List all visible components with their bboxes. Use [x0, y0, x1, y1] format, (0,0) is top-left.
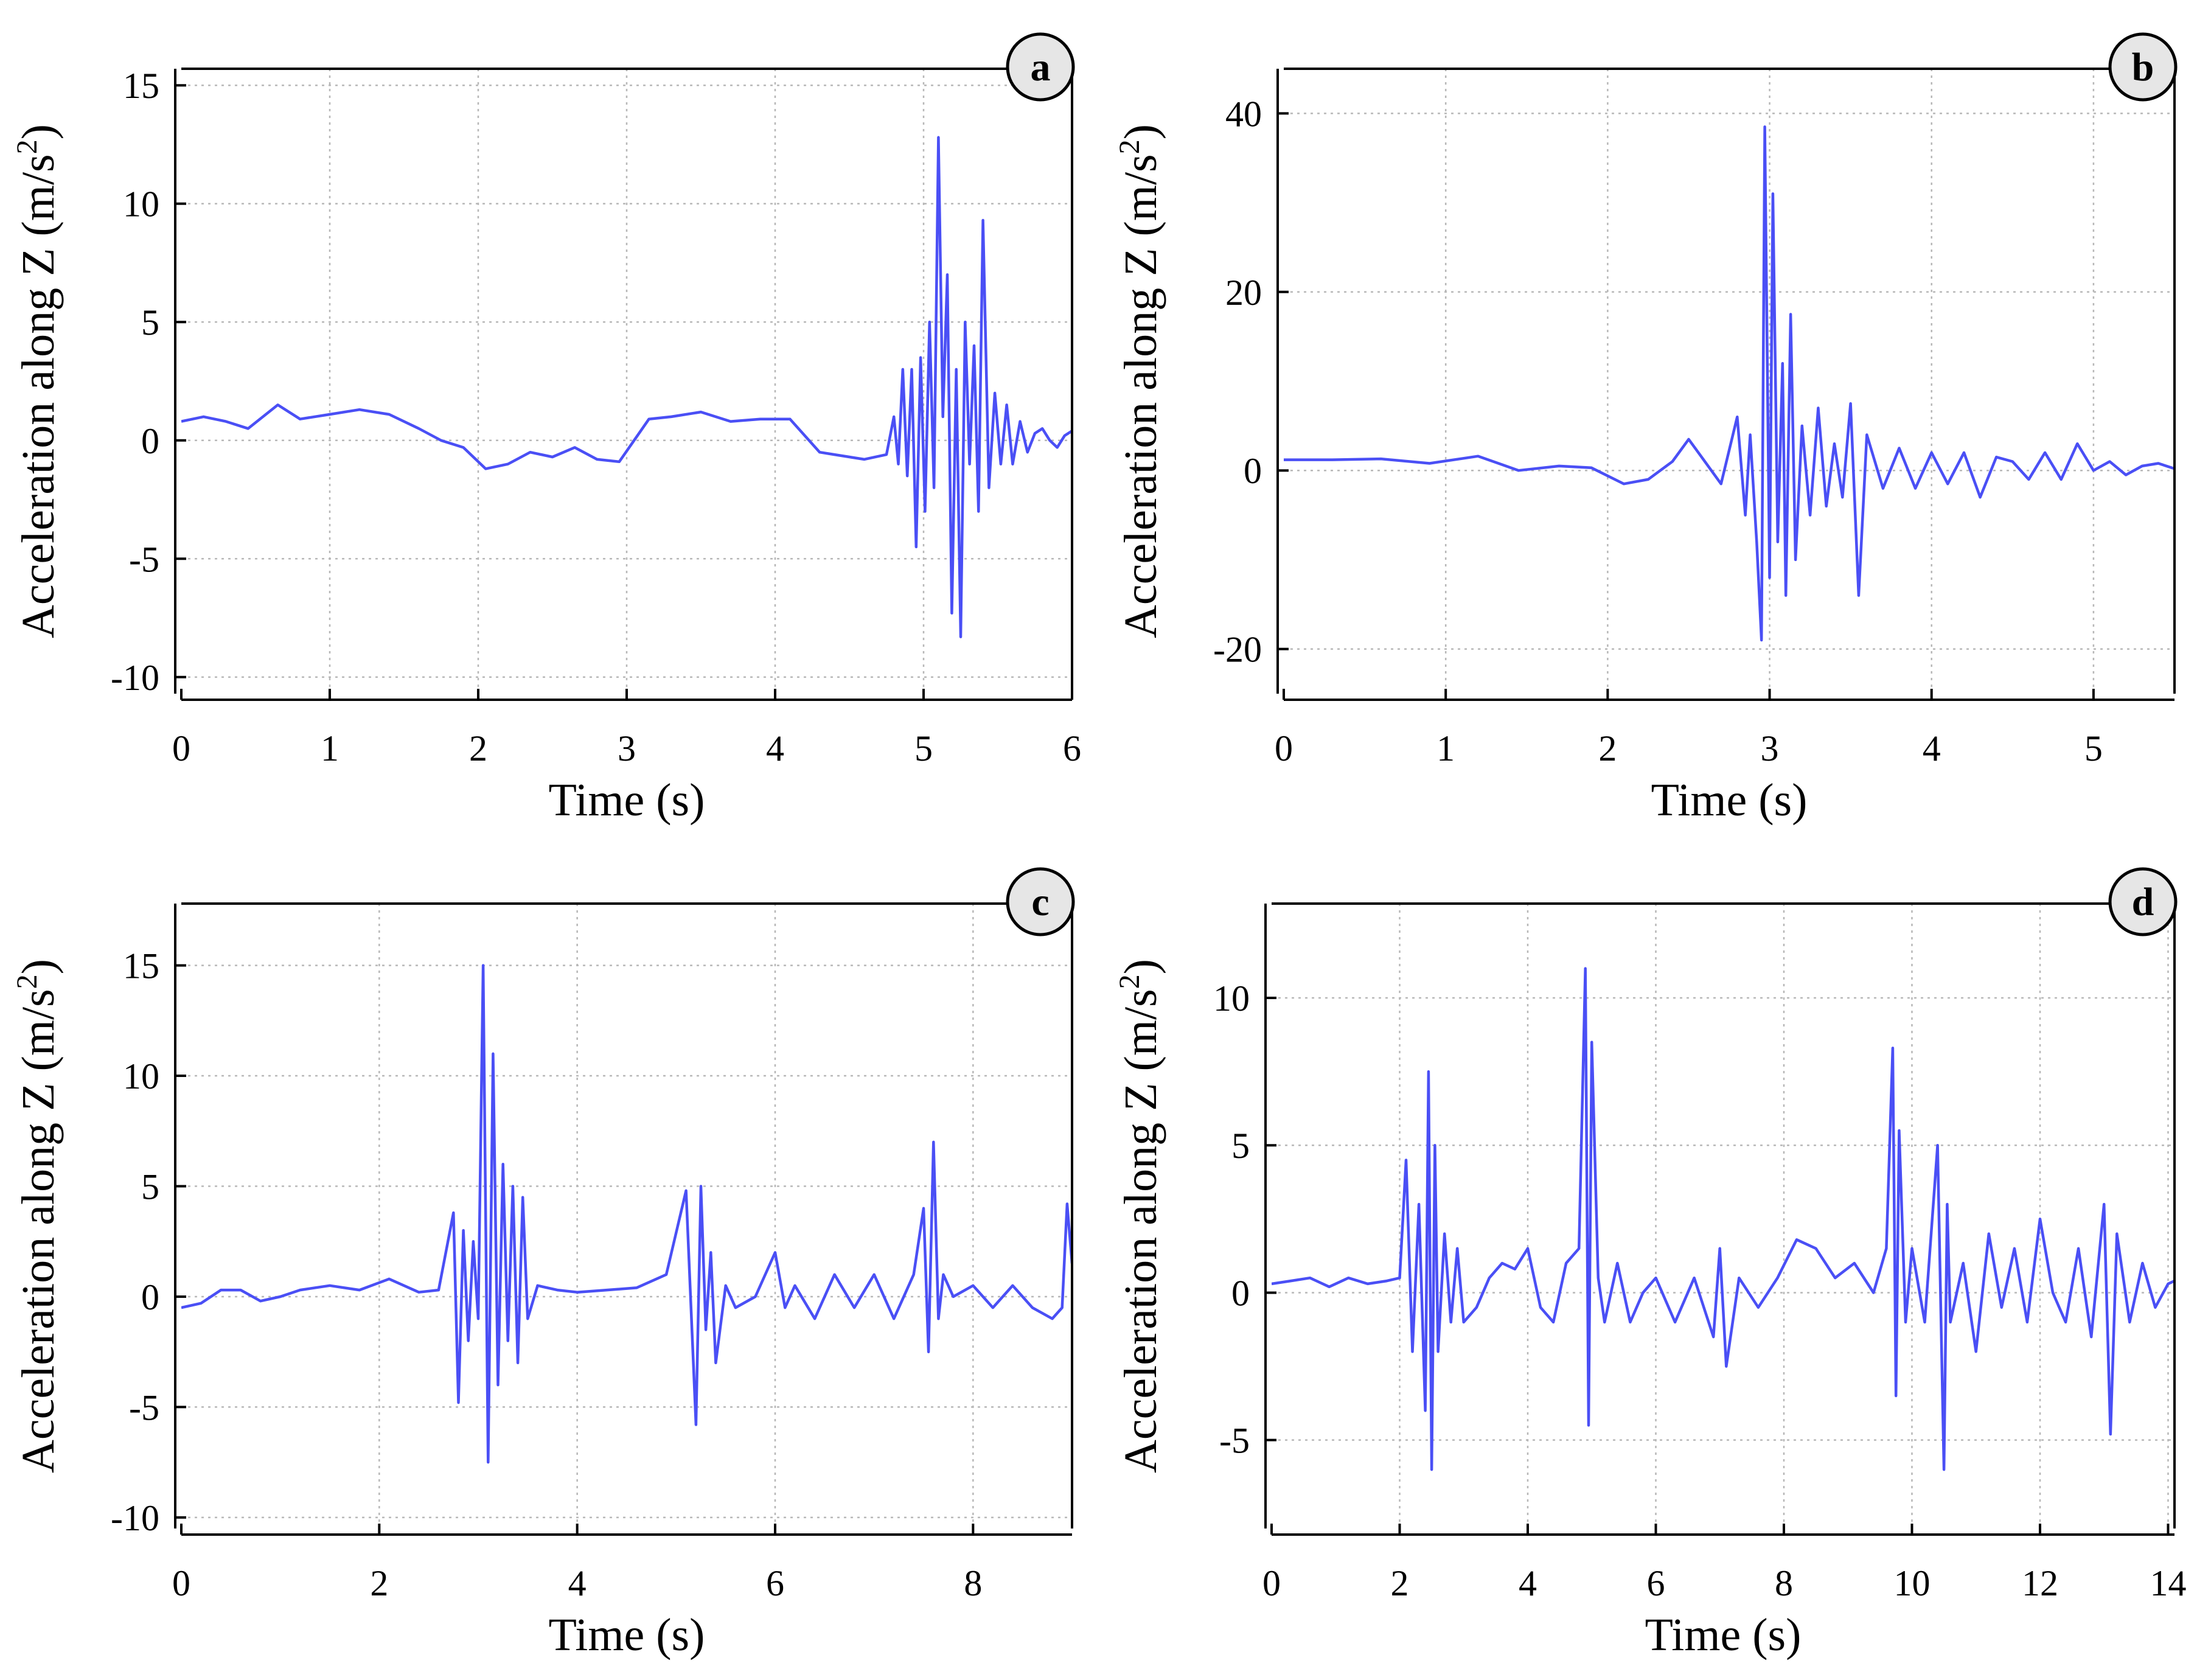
y-tick-label: -10: [111, 658, 159, 698]
series-line-acceleration: [181, 136, 1072, 638]
x-tick-label: 4: [766, 728, 784, 769]
x-tick-label: 6: [1646, 1563, 1665, 1603]
y-tick-label: 15: [123, 66, 159, 106]
y-tick-label: 5: [141, 302, 159, 343]
panel-badge-label: c: [1031, 880, 1049, 924]
x-tick-label: 3: [618, 728, 636, 769]
panel-badge: [1006, 867, 1075, 936]
x-axis-label: Time (s): [549, 1609, 705, 1661]
chart-panel-c: 0 2 4 6 8 -10 -5 0 5 10 15 Time (s) Acceleration alo…: [11, 867, 1075, 1661]
y-tick-label: 40: [1225, 94, 1262, 134]
panel-badge-label: a: [1031, 45, 1051, 89]
panel-badge-label: d: [2132, 880, 2154, 924]
x-axis-label: Time (s): [549, 775, 705, 826]
x-tick-label: 5: [2084, 728, 2103, 769]
y-axis-label-sup: 2: [1113, 974, 1146, 989]
series-line-acceleration: [1284, 125, 2174, 642]
x-tick-label: 6: [1063, 728, 1081, 769]
plot-area: [181, 69, 1072, 694]
y-tick-label: -5: [1219, 1421, 1250, 1461]
series-line-acceleration: [1272, 967, 2174, 1471]
y-axis-label-sup: 2: [1113, 139, 1146, 154]
x-tick-label: 6: [766, 1563, 784, 1603]
y-tick-label: 20: [1225, 273, 1262, 313]
panel-badge: [1006, 32, 1075, 102]
chart-panel-d: 0 2 4 6 8 10 12 14 -5 0 5 10 Time (s) Acceleration al…: [1113, 867, 2186, 1661]
x-tick-label: 4: [1519, 1563, 1537, 1603]
x-tick-label: 8: [1775, 1563, 1793, 1603]
y-axis-label-close: ): [13, 124, 64, 139]
y-axis-label-text: Acceleration along Z (m/s: [13, 154, 64, 638]
y-axis-label: Acceleration along Z (m/s2): [11, 124, 64, 638]
plot-area: [1272, 904, 2174, 1528]
series-line-acceleration: [181, 964, 1072, 1464]
y-tick-label: 15: [123, 946, 159, 986]
panel-badge: [2108, 32, 2178, 102]
x-tick-label: 4: [1923, 728, 1941, 769]
x-tick-label: 0: [172, 728, 190, 769]
x-tick-label: 2: [1390, 1563, 1408, 1603]
x-tick-label: 1: [321, 728, 339, 769]
y-axis-label-close: ): [1115, 124, 1166, 139]
x-tick-label: 14: [2150, 1563, 2186, 1603]
x-tick-label: 2: [370, 1563, 388, 1603]
panel-badge: [2108, 867, 2178, 936]
x-tick-label: 0: [1262, 1563, 1281, 1603]
y-axis-label-text: Acceleration along Z (m/s: [13, 989, 64, 1473]
y-tick-label: 0: [141, 421, 159, 461]
y-axis-label-close: ): [13, 959, 64, 974]
y-axis-label: Acceleration along Z (m/s2): [1113, 124, 1166, 638]
x-tick-label: 4: [568, 1563, 587, 1603]
y-tick-label: 0: [141, 1277, 159, 1317]
y-axis-label: Acceleration along Z (m/s2): [11, 959, 64, 1473]
y-axis-label-close: ): [1115, 959, 1166, 974]
y-tick-label: -10: [111, 1498, 159, 1538]
chart-panel-a: 0 1 2 3 4 5 6 -10 -5 0 5 10 15 Time (s) Acceleration a…: [11, 32, 1081, 826]
y-axis-label-sup: 2: [11, 139, 43, 154]
x-tick-label: 1: [1436, 728, 1455, 769]
x-tick-label: 2: [469, 728, 487, 769]
y-axis-label-text: Acceleration along Z (m/s: [1115, 989, 1166, 1473]
y-axis-label-sup: 2: [11, 974, 43, 989]
panel-badge-label: b: [2132, 45, 2154, 89]
x-tick-label: 3: [1761, 728, 1779, 769]
x-tick-label: 10: [1893, 1563, 1930, 1603]
y-tick-label: 5: [1231, 1126, 1250, 1166]
y-tick-label: 10: [123, 184, 159, 225]
y-axis-label-text: Acceleration along Z (m/s: [1115, 154, 1166, 638]
x-axis-label: Time (s): [1645, 1609, 1802, 1661]
y-axis-label: Acceleration along Z (m/s2): [1113, 959, 1166, 1473]
y-tick-label: 5: [141, 1167, 159, 1207]
y-tick-label: 10: [1213, 978, 1250, 1019]
y-tick-label: 10: [123, 1056, 159, 1096]
y-tick-label: 0: [1231, 1273, 1250, 1313]
plot-area: [181, 904, 1072, 1528]
x-tick-label: 0: [172, 1563, 190, 1603]
x-axis-label: Time (s): [1651, 775, 1808, 826]
x-tick-label: 5: [914, 728, 933, 769]
y-tick-label: -5: [129, 539, 159, 579]
plot-area: [1284, 69, 2174, 694]
chart-panel-b: 0 1 2 3 4 5 -20 0 20 40 Time (s) Acceleration along…: [1113, 32, 2178, 826]
y-tick-label: 0: [1244, 451, 1262, 491]
x-tick-label: 2: [1598, 728, 1617, 769]
y-tick-label: -20: [1213, 630, 1262, 670]
x-tick-label: 12: [2022, 1563, 2058, 1603]
x-tick-label: 0: [1275, 728, 1293, 769]
y-tick-label: -5: [129, 1387, 159, 1427]
x-tick-label: 8: [964, 1563, 982, 1603]
